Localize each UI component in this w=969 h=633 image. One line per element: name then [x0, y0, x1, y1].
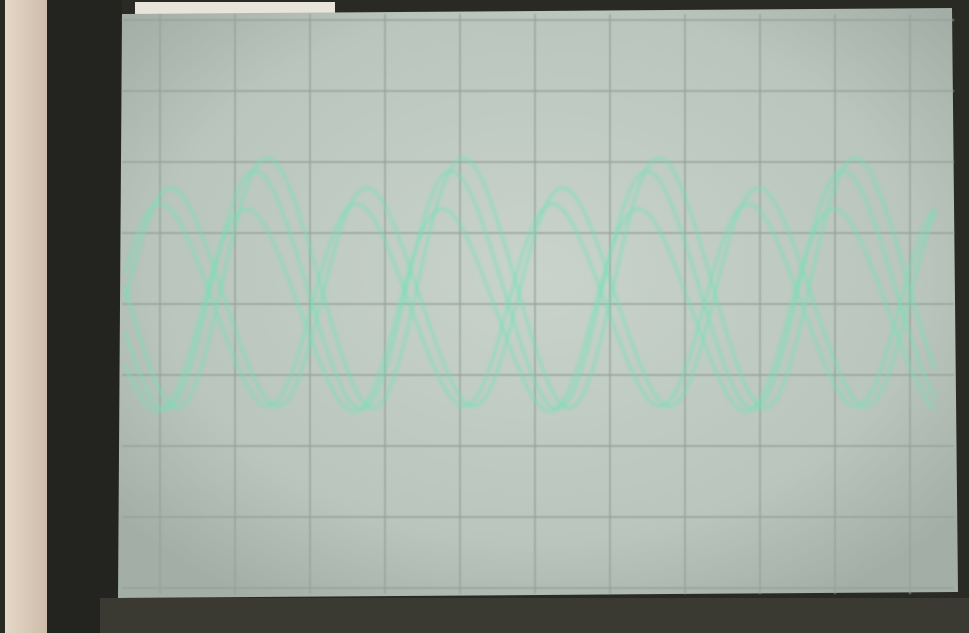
- reflection: [135, 2, 335, 14]
- page: (() => { const ns = 'http://www.w3.org/2…: [0, 0, 969, 633]
- wall: [5, 0, 47, 633]
- bezel-left: [47, 0, 122, 633]
- screen: [118, 8, 958, 598]
- oscilloscope-photo: [0, 0, 969, 633]
- bezel-bottom: [100, 598, 969, 633]
